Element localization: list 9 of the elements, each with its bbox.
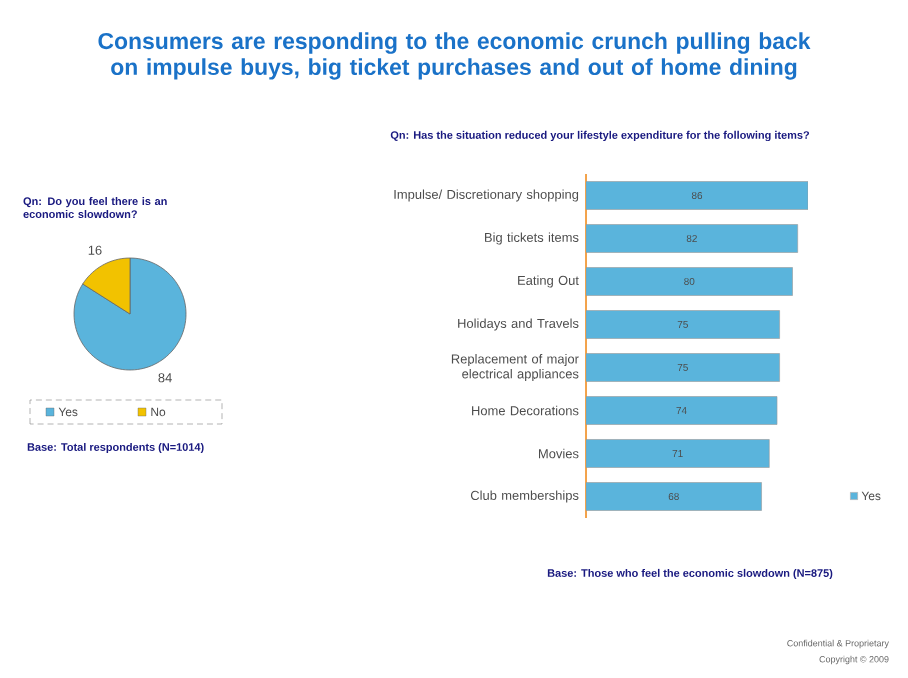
bar: [586, 396, 778, 425]
bar: [586, 353, 780, 382]
bar: [586, 224, 798, 253]
text: Consumers are responding to the economic crunch pulling back on impulse buys, big ticket purchases and out of home dining: [98, 32, 811, 80]
bar: [586, 310, 780, 339]
bar: [586, 482, 762, 511]
bar: [586, 439, 770, 468]
bar: [586, 181, 808, 210]
bar: [586, 267, 793, 296]
